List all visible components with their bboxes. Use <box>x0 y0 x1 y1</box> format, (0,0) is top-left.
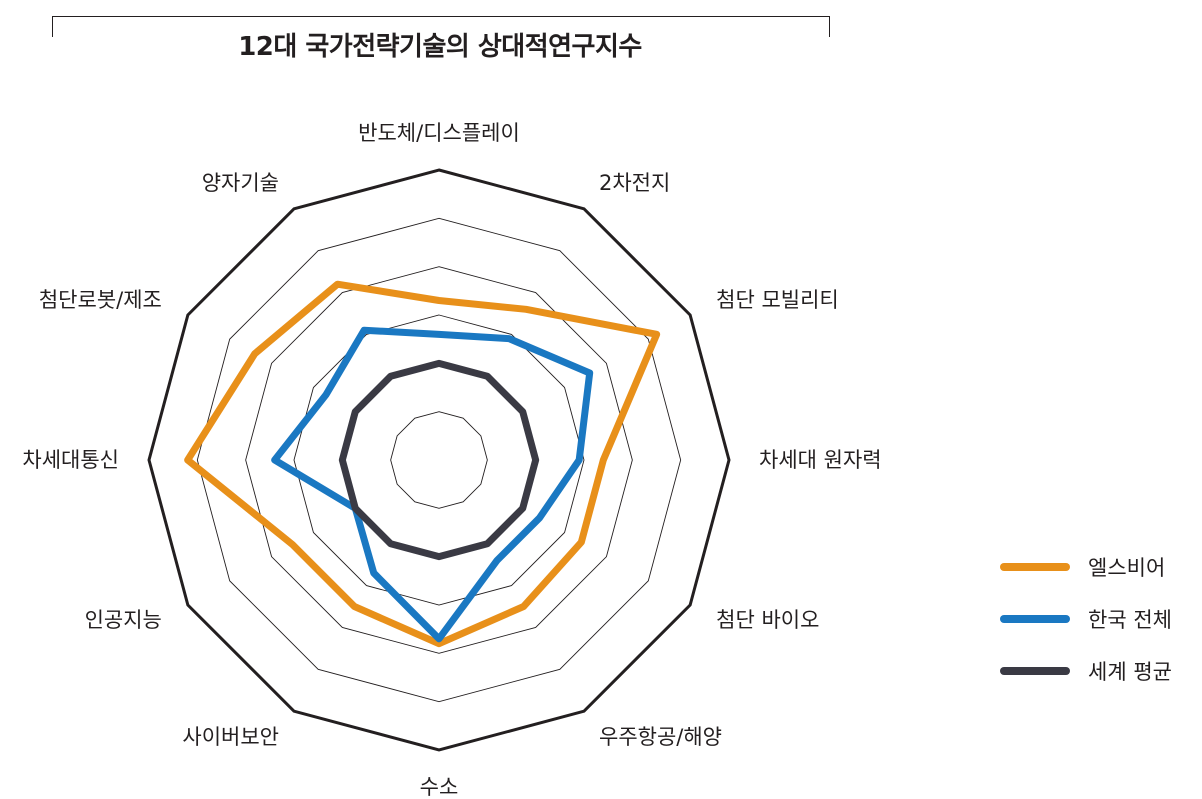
data-point <box>438 556 440 558</box>
data-point <box>589 372 591 374</box>
axis-label: 양자기술 <box>202 171 279 195</box>
title-bracket <box>52 16 830 37</box>
data-point <box>187 459 189 461</box>
data-point <box>538 517 540 519</box>
data-point <box>354 507 356 509</box>
data-point <box>486 543 488 545</box>
grid-ring <box>245 266 633 654</box>
grid-ring <box>390 411 488 509</box>
radar-grid <box>147 168 731 752</box>
data-point <box>508 338 510 340</box>
data-point <box>522 411 524 413</box>
data-point <box>578 459 580 461</box>
axis-label: 수소 <box>420 775 459 799</box>
chart-title: 12대 국가전략기술의 상대적연구지수 <box>238 32 642 62</box>
axis-label: 차세대통신 <box>22 448 119 472</box>
axis-label: 첨단로봇/제조 <box>39 288 162 312</box>
data-point <box>337 283 338 285</box>
data-point <box>390 543 392 545</box>
data-point <box>353 606 355 608</box>
data-point <box>486 375 488 377</box>
legend-swatch <box>1000 667 1070 675</box>
data-point <box>325 394 327 396</box>
data-point <box>438 300 440 301</box>
grid-ring <box>293 314 585 606</box>
axis-label: 인공지능 <box>85 608 162 632</box>
data-point <box>496 559 498 561</box>
axis-label: 우주항공/해양 <box>599 725 722 749</box>
series-line-1 <box>271 326 594 643</box>
data-point <box>254 353 256 355</box>
grid-ring <box>196 217 682 703</box>
data-point <box>656 333 658 335</box>
data-point <box>354 411 356 413</box>
data-point <box>363 329 365 331</box>
data-point <box>291 544 293 546</box>
data-point <box>341 459 343 461</box>
legend-swatch <box>1000 615 1070 623</box>
axis-label: 차세대 원자력 <box>759 448 882 472</box>
axis-label: 첨단 모빌리티 <box>716 288 839 312</box>
data-point <box>438 333 440 335</box>
data-point <box>535 459 537 461</box>
data-point <box>438 643 440 645</box>
radar-series <box>184 280 661 648</box>
axis-label: 사이버보안 <box>182 725 279 749</box>
legend-label: 세계 평균 <box>1088 660 1172 684</box>
data-point <box>580 541 582 543</box>
legend-label: 엘스비어 <box>1088 556 1166 580</box>
data-point <box>525 308 527 310</box>
axis-label: 첨단 바이오 <box>716 608 819 632</box>
data-point <box>373 572 375 574</box>
data-point <box>438 362 440 364</box>
axis-label: 반도체/디스플레이 <box>358 121 520 145</box>
data-point <box>523 606 525 608</box>
legend-swatch <box>1000 563 1070 571</box>
legend-label: 한국 전체 <box>1088 608 1172 632</box>
data-point <box>602 459 604 461</box>
series-line-2 <box>338 359 540 561</box>
data-point <box>274 459 276 461</box>
axis-label: 2차전지 <box>599 171 670 195</box>
outer-ring <box>147 168 731 752</box>
data-point <box>522 507 524 509</box>
data-point <box>438 638 440 640</box>
series-line-0 <box>184 280 661 648</box>
data-point <box>390 375 392 377</box>
